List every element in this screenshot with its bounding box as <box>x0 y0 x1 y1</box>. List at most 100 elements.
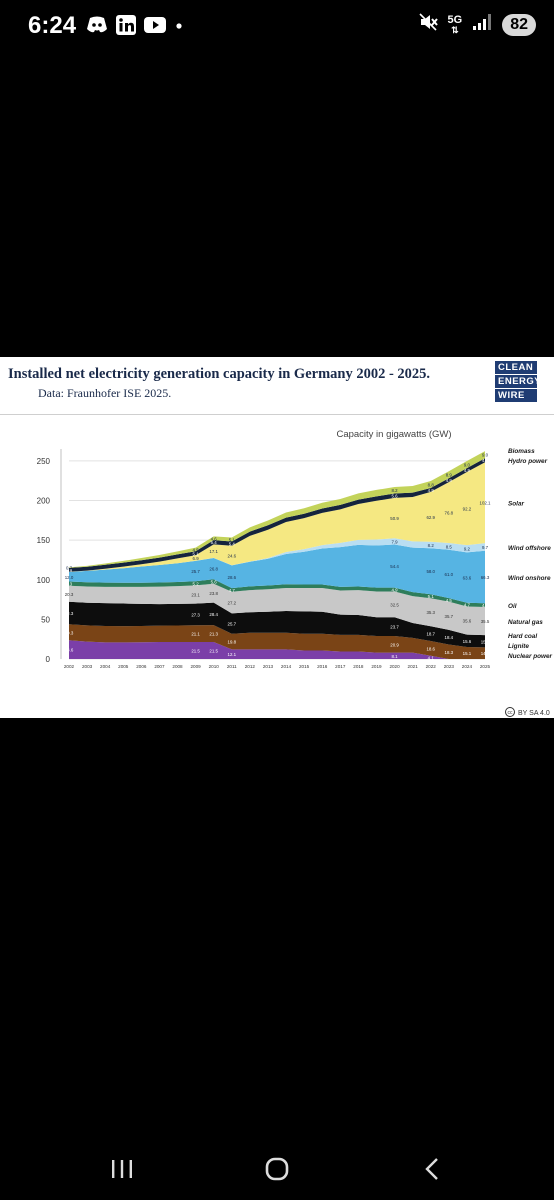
mute-icon <box>418 12 438 37</box>
logo-line-2: ENERGY <box>495 375 541 388</box>
area-lignite <box>69 624 485 659</box>
area-natural-gas <box>69 583 485 636</box>
x-tick-label: 2021 <box>408 664 419 669</box>
data-label: 15.1 <box>463 651 472 656</box>
data-label: 18.7 <box>426 632 435 637</box>
back-button[interactable] <box>412 1154 452 1184</box>
data-label: 23.7 <box>390 625 399 630</box>
data-label: 58.0 <box>426 569 435 574</box>
data-label: 8.8 <box>428 483 435 488</box>
data-label: 4.6 <box>211 536 218 541</box>
data-label: 5.4 <box>211 540 218 545</box>
x-tick-label: 2012 <box>245 664 256 669</box>
data-label: 4.9 <box>66 568 73 573</box>
y-tick-label: 200 <box>37 497 51 506</box>
data-label: 21.5 <box>209 648 218 653</box>
data-arrows-icon: ⇅ <box>451 24 459 35</box>
data-label: 5.2 <box>193 581 200 586</box>
dot-icon <box>174 18 184 36</box>
license-text: BY SA 4.0 <box>518 710 550 717</box>
data-label: 4.9 <box>464 468 471 473</box>
data-label: 27.3 <box>191 612 200 617</box>
data-label: 18.3 <box>445 650 454 655</box>
data-label: 4.7 <box>464 603 471 608</box>
data-label: 21.5 <box>191 648 200 653</box>
data-label: 15.4 <box>481 639 490 644</box>
recent-apps-icon <box>112 1160 132 1178</box>
stacked-area-chart: Capacity in gigawatts (GW) 23.6 21.5 21.5 1… <box>37 429 553 717</box>
data-label: 28.6 <box>228 575 237 580</box>
x-tick-label: 2025 <box>480 664 491 669</box>
discord-icon <box>86 16 108 39</box>
data-label: 32.5 <box>390 602 399 607</box>
data-label: 12.1 <box>228 652 237 657</box>
data-label: 15.6 <box>463 639 472 644</box>
data-label: 6.9 <box>193 556 200 561</box>
data-label: 9.0 <box>482 453 489 458</box>
x-tick-label: 2008 <box>172 664 183 669</box>
data-label: 35.5 <box>481 619 490 624</box>
legend-wind-offshore: Wind offshore <box>508 545 551 552</box>
area-wind-offshore <box>69 538 485 573</box>
signal-icon <box>472 12 492 37</box>
data-label: 35.7 <box>445 614 454 619</box>
data-label: 18.6 <box>426 646 435 651</box>
y-tick-label: 50 <box>41 615 50 624</box>
data-label: 4.9 <box>482 458 489 463</box>
area-oil <box>69 579 485 608</box>
data-label: 8.9 <box>446 473 453 478</box>
y-tick-label: 150 <box>37 536 51 545</box>
data-label: 8.5 <box>446 544 453 549</box>
data-label: 26.8 <box>209 567 218 572</box>
legend-wind-onshore: Wind onshore <box>508 575 551 582</box>
data-label: 4.7 <box>229 588 236 593</box>
y-tick-label: 250 <box>37 457 51 466</box>
battery-indicator: 82 <box>502 13 536 36</box>
data-label: 8.2 <box>392 488 399 493</box>
x-tick-label: 2016 <box>317 664 328 669</box>
x-tick-label: 2009 <box>190 664 201 669</box>
data-label: 9.0 <box>464 463 471 468</box>
creative-commons-icon <box>505 707 515 717</box>
data-label: 63.6 <box>463 576 472 581</box>
data-label: 35.6 <box>463 619 472 624</box>
area-solar <box>69 462 485 573</box>
x-tick-label: 2002 <box>64 664 75 669</box>
data-label: 20.9 <box>390 642 399 647</box>
data-label: 5.1 <box>428 594 435 599</box>
data-label: 4.5 <box>446 598 453 603</box>
data-label: 25.7 <box>191 569 200 574</box>
data-label: 27.2 <box>228 601 237 606</box>
data-label: 23.1 <box>191 592 200 597</box>
legend-lignite: Lignite <box>508 643 529 650</box>
legend-hard-coal: Hard coal <box>508 633 537 640</box>
data-label: 66.3 <box>481 575 490 580</box>
y-axis-label: Capacity in gigawatts (GW) <box>336 429 451 440</box>
y-tick-label: 0 <box>46 655 51 664</box>
chart-image[interactable]: Installed net electricity generation cap… <box>0 357 554 718</box>
data-label: 23.6 <box>65 648 74 653</box>
chart-title: Installed net electricity generation cap… <box>8 366 431 382</box>
home-icon <box>265 1157 289 1181</box>
recent-apps-button[interactable] <box>102 1154 142 1184</box>
youtube-icon <box>144 16 166 38</box>
x-tick-label: 2014 <box>281 664 292 669</box>
home-button[interactable] <box>257 1154 297 1184</box>
x-tick-label: 2020 <box>389 664 400 669</box>
y-tick-label: 100 <box>37 576 51 585</box>
data-label: 17.1 <box>209 549 218 554</box>
logo-line-3: WIRE <box>495 389 537 402</box>
data-label: 21.1 <box>191 632 200 637</box>
data-label: 92.2 <box>463 507 472 512</box>
header-divider <box>0 414 554 415</box>
x-tick-label: 2004 <box>100 664 111 669</box>
status-bar: 6:24 5G ⇅ 82 <box>0 0 554 56</box>
data-label: 5.6 <box>211 580 218 585</box>
data-label: 8.2 <box>428 543 435 548</box>
data-label: 0.7 <box>66 566 73 571</box>
data-label: 9.7 <box>482 545 489 550</box>
x-tick-label: 2006 <box>136 664 147 669</box>
x-tick-label: 2018 <box>353 664 364 669</box>
x-tick-label: 2023 <box>444 664 455 669</box>
x-tick-label: 2024 <box>462 664 473 669</box>
